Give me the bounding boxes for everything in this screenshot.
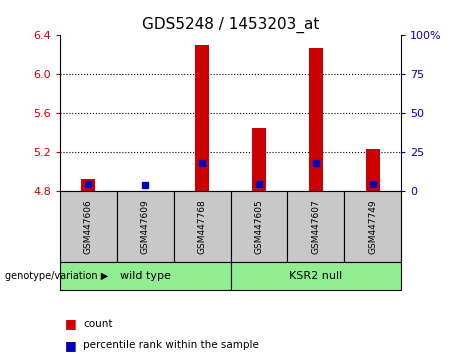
Text: ■: ■ bbox=[65, 318, 76, 330]
Bar bbox=[117, 191, 174, 262]
Text: GSM447768: GSM447768 bbox=[198, 199, 207, 254]
Text: genotype/variation ▶: genotype/variation ▶ bbox=[5, 271, 108, 281]
Text: GSM447605: GSM447605 bbox=[254, 199, 263, 254]
Title: GDS5248 / 1453203_at: GDS5248 / 1453203_at bbox=[142, 16, 319, 33]
Text: KSR2 null: KSR2 null bbox=[289, 271, 343, 281]
Text: wild type: wild type bbox=[120, 271, 171, 281]
Bar bbox=[60, 262, 230, 290]
Bar bbox=[309, 48, 323, 191]
Bar bbox=[230, 191, 287, 262]
Bar bbox=[287, 191, 344, 262]
Text: count: count bbox=[83, 319, 112, 329]
Bar bbox=[60, 191, 117, 262]
Bar bbox=[366, 149, 380, 191]
Text: percentile rank within the sample: percentile rank within the sample bbox=[83, 340, 259, 350]
Bar bbox=[81, 178, 95, 191]
Text: GSM447609: GSM447609 bbox=[141, 199, 150, 254]
Text: GSM447606: GSM447606 bbox=[84, 199, 93, 254]
Text: GSM447749: GSM447749 bbox=[368, 199, 377, 254]
Text: ■: ■ bbox=[65, 339, 76, 352]
Bar bbox=[174, 191, 230, 262]
Bar bbox=[230, 262, 401, 290]
Text: GSM447607: GSM447607 bbox=[311, 199, 320, 254]
Bar bbox=[195, 45, 209, 191]
Bar bbox=[344, 191, 401, 262]
Bar bbox=[252, 128, 266, 191]
